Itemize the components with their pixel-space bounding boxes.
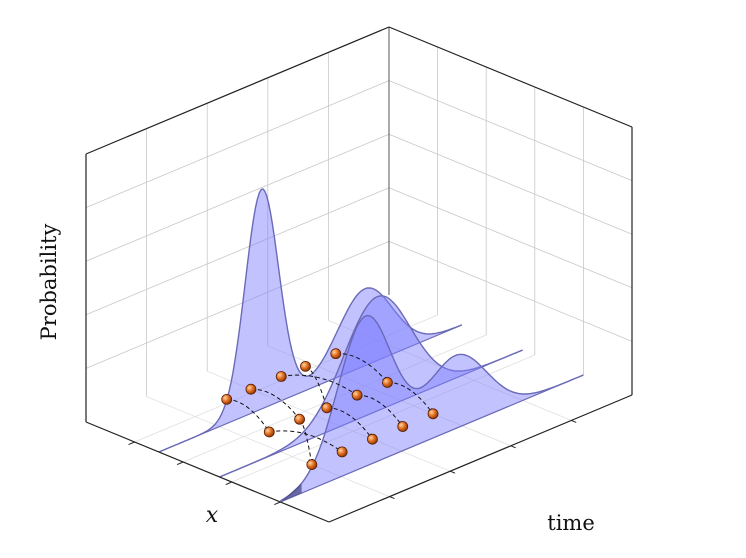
transition-arrow <box>269 430 343 453</box>
probability-axis-label: Probability <box>37 224 61 341</box>
particle <box>221 393 233 405</box>
particle <box>330 348 342 360</box>
transition-arrow <box>281 374 358 396</box>
particle <box>300 360 311 372</box>
tick-mark <box>389 496 395 500</box>
particle <box>382 377 393 388</box>
left-wall-gridline <box>85 187 390 316</box>
tick-mark <box>225 481 232 486</box>
back-panels <box>85 27 633 397</box>
tick-mark <box>274 501 281 506</box>
right-wall-gridline <box>388 187 633 289</box>
distribution-curves <box>158 188 584 503</box>
tick-mark <box>128 441 135 446</box>
right-wall-gridline <box>388 241 633 342</box>
tick-mark <box>176 461 184 466</box>
particles <box>221 348 439 471</box>
particle <box>321 402 333 414</box>
frame-edges <box>85 26 633 523</box>
particle <box>336 446 348 458</box>
distribution-area <box>158 189 462 452</box>
particle <box>275 371 287 382</box>
left-wall-gridline <box>85 80 390 208</box>
left-wall-gridline <box>85 241 390 369</box>
left-wall-gridline <box>85 133 390 262</box>
distribution-baseline <box>158 324 463 453</box>
distribution-curve <box>280 314 584 502</box>
frame-edge <box>85 421 330 523</box>
distribution-baseline <box>219 349 523 478</box>
particle <box>351 389 363 401</box>
frame-edge <box>388 26 633 128</box>
particle <box>263 426 275 438</box>
right-wall-gridline <box>388 133 633 235</box>
distribution-end-cap <box>280 483 302 502</box>
tick-mark <box>510 445 516 449</box>
particle <box>294 413 305 425</box>
time-axis-label: time <box>547 511 595 535</box>
x-axis-label: x <box>206 503 219 528</box>
particle <box>245 383 257 395</box>
distribution-baseline <box>280 374 584 503</box>
particle <box>306 459 318 471</box>
right-wall-gridline <box>388 80 633 181</box>
tick-mark <box>450 470 456 474</box>
particle <box>397 421 409 432</box>
particle <box>367 433 378 445</box>
distribution-area <box>219 295 523 477</box>
frame-edge <box>328 394 633 523</box>
tick-mark <box>571 419 577 423</box>
frame-edge <box>85 26 390 155</box>
floor-gridline <box>146 396 390 497</box>
particle <box>427 408 439 420</box>
floor-gridline <box>231 354 535 483</box>
